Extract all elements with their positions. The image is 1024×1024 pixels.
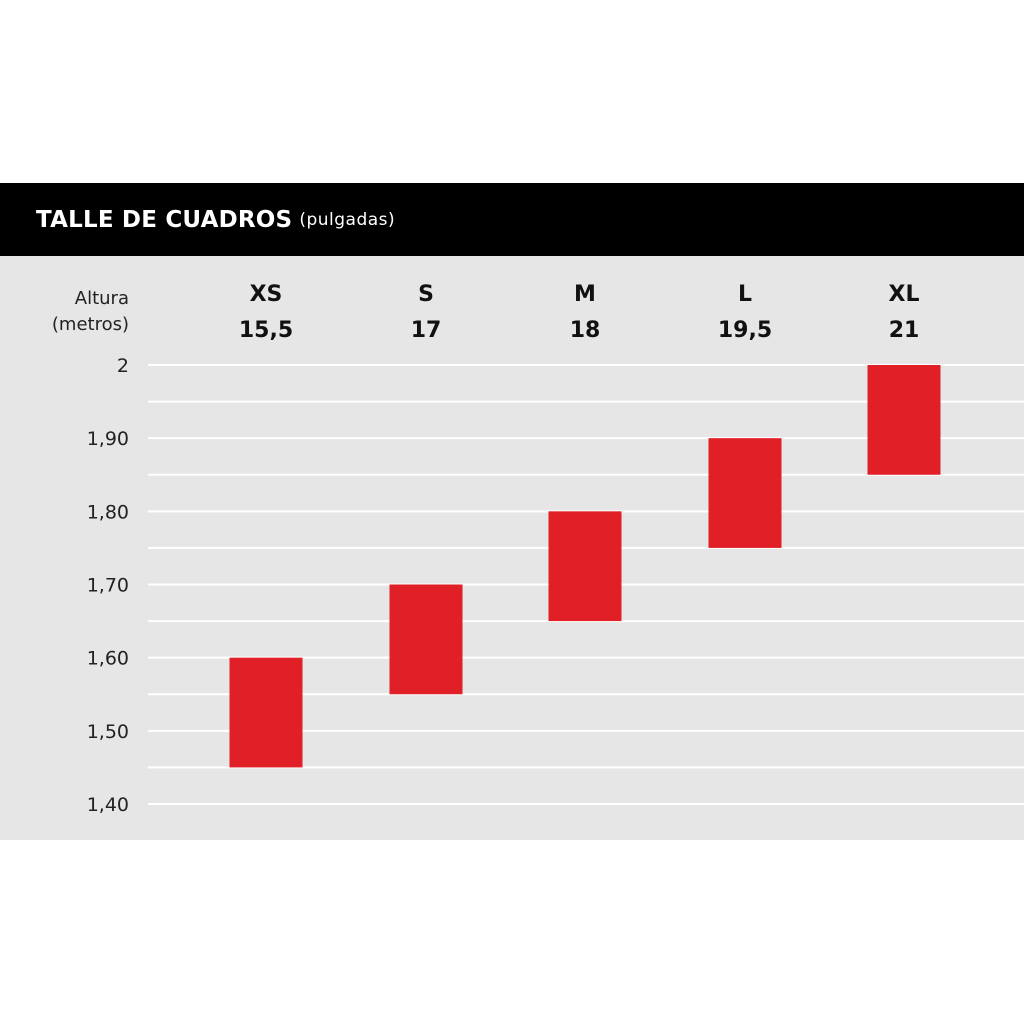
- size-label: S: [418, 282, 434, 307]
- labels: Altura (metros) 2 1,90 1,80 1,70 1,60 1,50 1,4…: [52, 282, 920, 816]
- height-range-bar: [548, 511, 622, 622]
- height-range-bar: [708, 438, 782, 548]
- bars: [229, 365, 941, 768]
- y-axis-title: Altura: [75, 288, 129, 309]
- chart-title: TALLE DE CUADROS: [36, 206, 293, 233]
- y-tick-label: 1,50: [87, 721, 129, 743]
- chart-panel: Altura (metros) 2 1,90 1,80 1,70 1,60 1,50 1,4…: [0, 256, 1024, 840]
- chart-subtitle: (pulgadas): [299, 209, 396, 230]
- chart-header: TALLE DE CUADROS (pulgadas): [0, 183, 1024, 256]
- height-range-bar: [389, 584, 463, 695]
- size-label: L: [738, 282, 752, 307]
- frame-size-label: 19,5: [718, 318, 772, 343]
- size-label: XS: [250, 282, 283, 307]
- frame-size-label: 17: [411, 318, 442, 343]
- frame-size-label: 18: [570, 318, 601, 343]
- y-tick-label: 1,90: [87, 428, 129, 450]
- frame-size-label: 21: [889, 318, 920, 343]
- size-label: XL: [889, 282, 920, 307]
- size-label: M: [574, 282, 596, 307]
- y-tick-label: 1,60: [87, 648, 129, 670]
- y-tick-label: 1,70: [87, 575, 129, 597]
- size-chart: Altura (metros) 2 1,90 1,80 1,70 1,60 1,50 1,4…: [52, 282, 1024, 816]
- y-tick-label: 1,80: [87, 501, 129, 523]
- y-tick-label: 1,40: [87, 794, 129, 816]
- height-range-bar: [867, 365, 941, 475]
- y-axis-unit: (metros): [52, 314, 129, 335]
- frame-size-label: 15,5: [239, 318, 293, 343]
- y-tick-label: 2: [117, 355, 129, 377]
- height-range-bar: [229, 657, 303, 768]
- chart-title-group: TALLE DE CUADROS (pulgadas): [36, 183, 395, 256]
